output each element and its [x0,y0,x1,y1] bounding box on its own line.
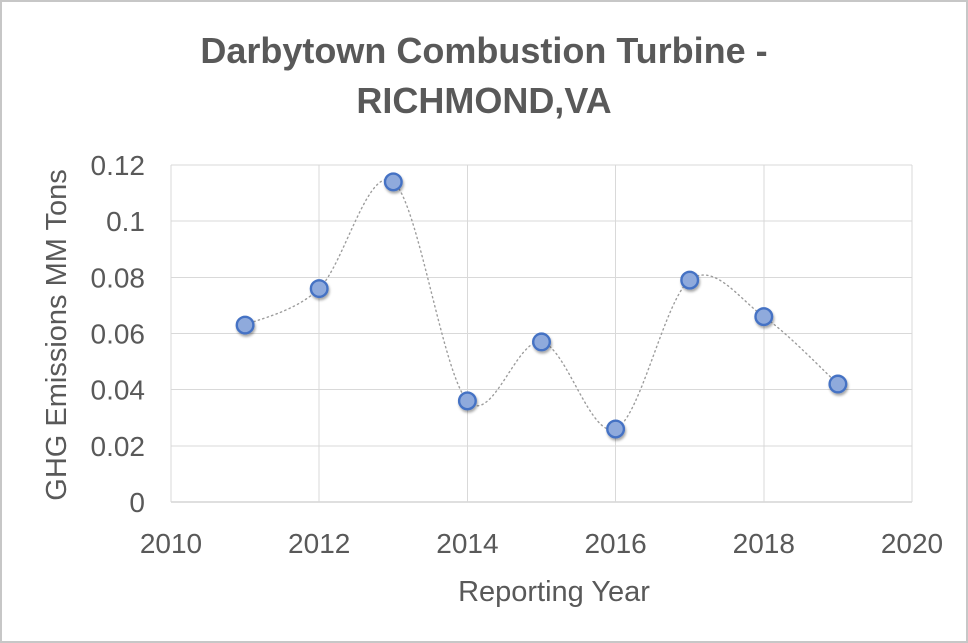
y-tick-label: 0.06 [91,319,146,350]
chart-title: Darbytown Combustion Turbine - RICHMOND,… [2,26,966,126]
y-tick-label: 0 [129,487,145,518]
axis-tick-labels: 0 0.02 0.04 0.06 0.08 0.1 0.12 2010 2012 2014 2016… [91,150,944,559]
data-point-2018 [754,307,774,327]
data-point-2016 [606,419,626,439]
chart-title-line1: Darbytown Combustion Turbine - [200,30,768,71]
y-tick-label: 0.12 [91,150,146,181]
data-point-2013 [383,172,403,192]
x-tick-label: 2020 [881,528,943,559]
y-tick-label: 0.1 [106,206,145,237]
series-dotted-line [244,178,839,431]
data-point-2014 [457,391,477,411]
x-tick-label: 2010 [140,528,202,559]
chart-title-line2: RICHMOND,VA [356,80,612,121]
x-axis-title: Reporting Year [458,576,650,608]
data-point-2012 [309,279,329,299]
data-point-2019 [828,374,848,394]
y-tick-label: 0.02 [91,431,146,462]
x-tick-label: 2012 [288,528,350,559]
gridlines [170,164,913,503]
data-point-2015 [532,332,552,352]
x-tick-label: 2018 [733,528,795,559]
data-point-2011 [235,315,255,335]
data-point-2017 [680,270,700,290]
y-tick-label: 0.08 [91,262,146,293]
x-tick-label: 2014 [436,528,498,559]
data-series [235,172,848,439]
y-tick-label: 0.04 [91,375,146,406]
x-tick-label: 2016 [584,528,646,559]
y-axis-title: GHG Emissions MM Tons [41,169,73,501]
